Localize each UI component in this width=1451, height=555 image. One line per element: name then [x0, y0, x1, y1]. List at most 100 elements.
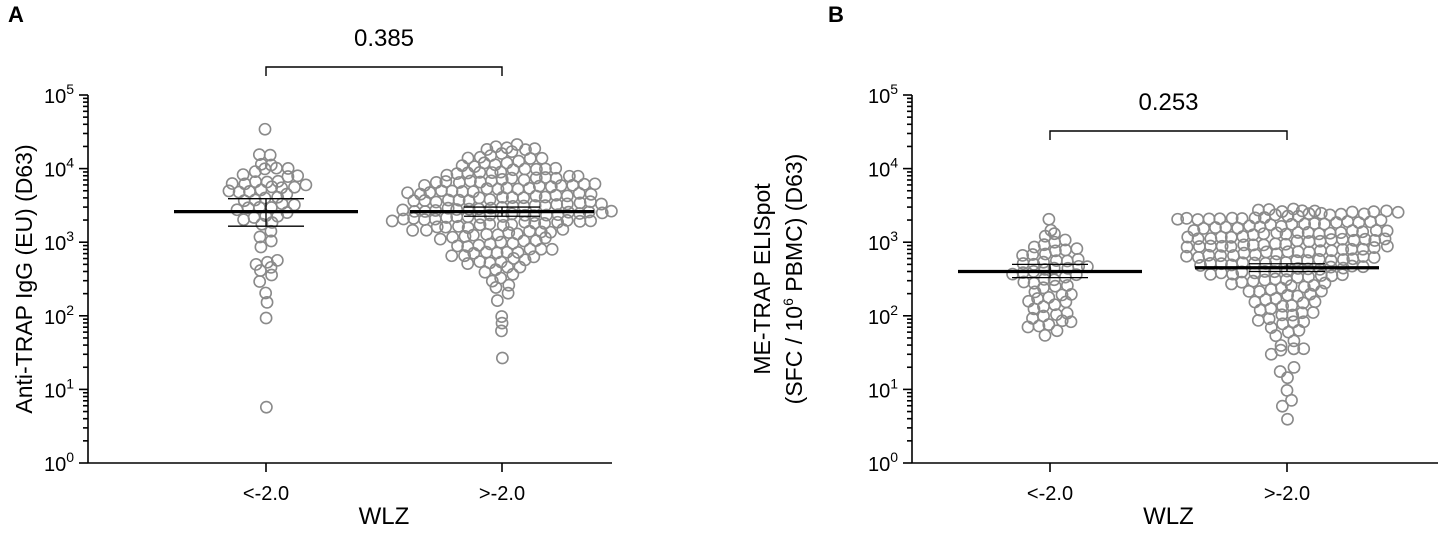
data-point: [1192, 240, 1206, 253]
data-point: [1270, 226, 1284, 240]
data-point: [1367, 241, 1381, 254]
data-point: [1281, 371, 1294, 385]
y-tick-label: 102: [868, 302, 898, 329]
y-tick-label: 104: [44, 155, 74, 182]
data-point: [588, 177, 602, 191]
data-point: [1308, 204, 1322, 218]
data-point: [496, 218, 510, 232]
data-point: [420, 223, 433, 237]
data-point: [1264, 321, 1278, 335]
data-point: [560, 197, 574, 211]
data-point: [1192, 251, 1205, 264]
data-point: [261, 255, 274, 269]
data-point: [534, 225, 548, 239]
data-point: [259, 400, 273, 414]
data-point: [1259, 293, 1273, 307]
data-point: [253, 230, 267, 244]
data-point: [505, 171, 519, 185]
data-point: [1380, 204, 1393, 218]
data-point: [518, 253, 532, 267]
data-point: [1042, 212, 1056, 226]
data-point: [595, 197, 608, 211]
data-point: [264, 158, 278, 172]
data-point: [1287, 202, 1300, 216]
data-point: [461, 151, 475, 165]
data-point: [1302, 207, 1316, 221]
data-point: [529, 171, 543, 185]
data-point: [458, 249, 471, 263]
data-point: [1274, 339, 1288, 352]
data-point: [1378, 232, 1392, 246]
data-point: [495, 351, 509, 365]
data-point: [1037, 255, 1050, 269]
data-point: [1224, 240, 1238, 253]
data-point: [439, 175, 453, 188]
significance-bracket: [265, 66, 503, 76]
data-point: [1345, 205, 1359, 219]
data-point: [502, 278, 516, 292]
data-point: [237, 213, 250, 227]
data-point: [1071, 252, 1085, 266]
data-point: [1251, 313, 1265, 327]
data-point: [1273, 365, 1287, 378]
data-point: [441, 201, 455, 215]
data-point: [560, 213, 574, 227]
y-tick-label: 100: [868, 449, 898, 476]
data-point: [429, 176, 443, 189]
data-point: [584, 187, 598, 201]
data-point: [1204, 232, 1218, 246]
data-point: [462, 202, 476, 216]
chart-panel-a: A 100 101 102 103 104 105 Anti-TRAP IgG (EU) (D…: [8, 2, 618, 530]
panel-letter: A: [8, 2, 24, 27]
data-point: [222, 184, 236, 198]
p-value-label: 0.253: [1138, 89, 1198, 116]
data-point: [1037, 273, 1051, 286]
y-tick-label: 104: [868, 155, 898, 182]
data-point: [1337, 253, 1350, 266]
data-point: [458, 230, 472, 243]
data-point: [527, 250, 541, 264]
data-point: [584, 214, 597, 228]
data-point: [485, 274, 499, 288]
data-point: [1281, 325, 1295, 339]
data-point: [299, 178, 313, 192]
data-point: [1187, 224, 1201, 237]
data-point: [1202, 212, 1216, 226]
data-point: [1391, 205, 1405, 219]
data-point: [1047, 261, 1061, 275]
data-point: [1017, 275, 1031, 289]
data-point: [254, 157, 268, 171]
data-point: [1367, 251, 1381, 264]
data-point: [549, 161, 563, 175]
data-point: [1257, 238, 1271, 252]
y-tick-label: 105: [868, 81, 898, 108]
data-point: [291, 169, 305, 183]
data-point: [1380, 224, 1394, 238]
data-point: [483, 208, 497, 222]
data-point: [517, 234, 531, 248]
data-point: [1069, 268, 1083, 282]
data-point: [406, 223, 420, 237]
data-point: [1060, 279, 1074, 292]
data-point: [512, 154, 526, 168]
data-point: [1295, 204, 1309, 218]
data-point: [500, 156, 514, 170]
data-point: [401, 186, 414, 200]
data-point: [1026, 248, 1040, 261]
data-point: [562, 169, 576, 183]
data-point: [1286, 308, 1300, 322]
x-tick-label: <-2.0: [243, 483, 289, 505]
data-point: [1285, 217, 1299, 231]
data-point: [1281, 412, 1294, 426]
data-point: [545, 242, 559, 256]
x-axis-title: WLZ: [359, 503, 410, 530]
data-point: [528, 142, 542, 156]
data-point: [440, 168, 454, 182]
data-point: [534, 242, 548, 256]
data-point: [1248, 295, 1262, 309]
data-point: [446, 230, 459, 244]
data-point: [461, 257, 475, 270]
data-point: [495, 316, 509, 330]
data-point: [1280, 383, 1294, 397]
data-point: [473, 218, 487, 232]
